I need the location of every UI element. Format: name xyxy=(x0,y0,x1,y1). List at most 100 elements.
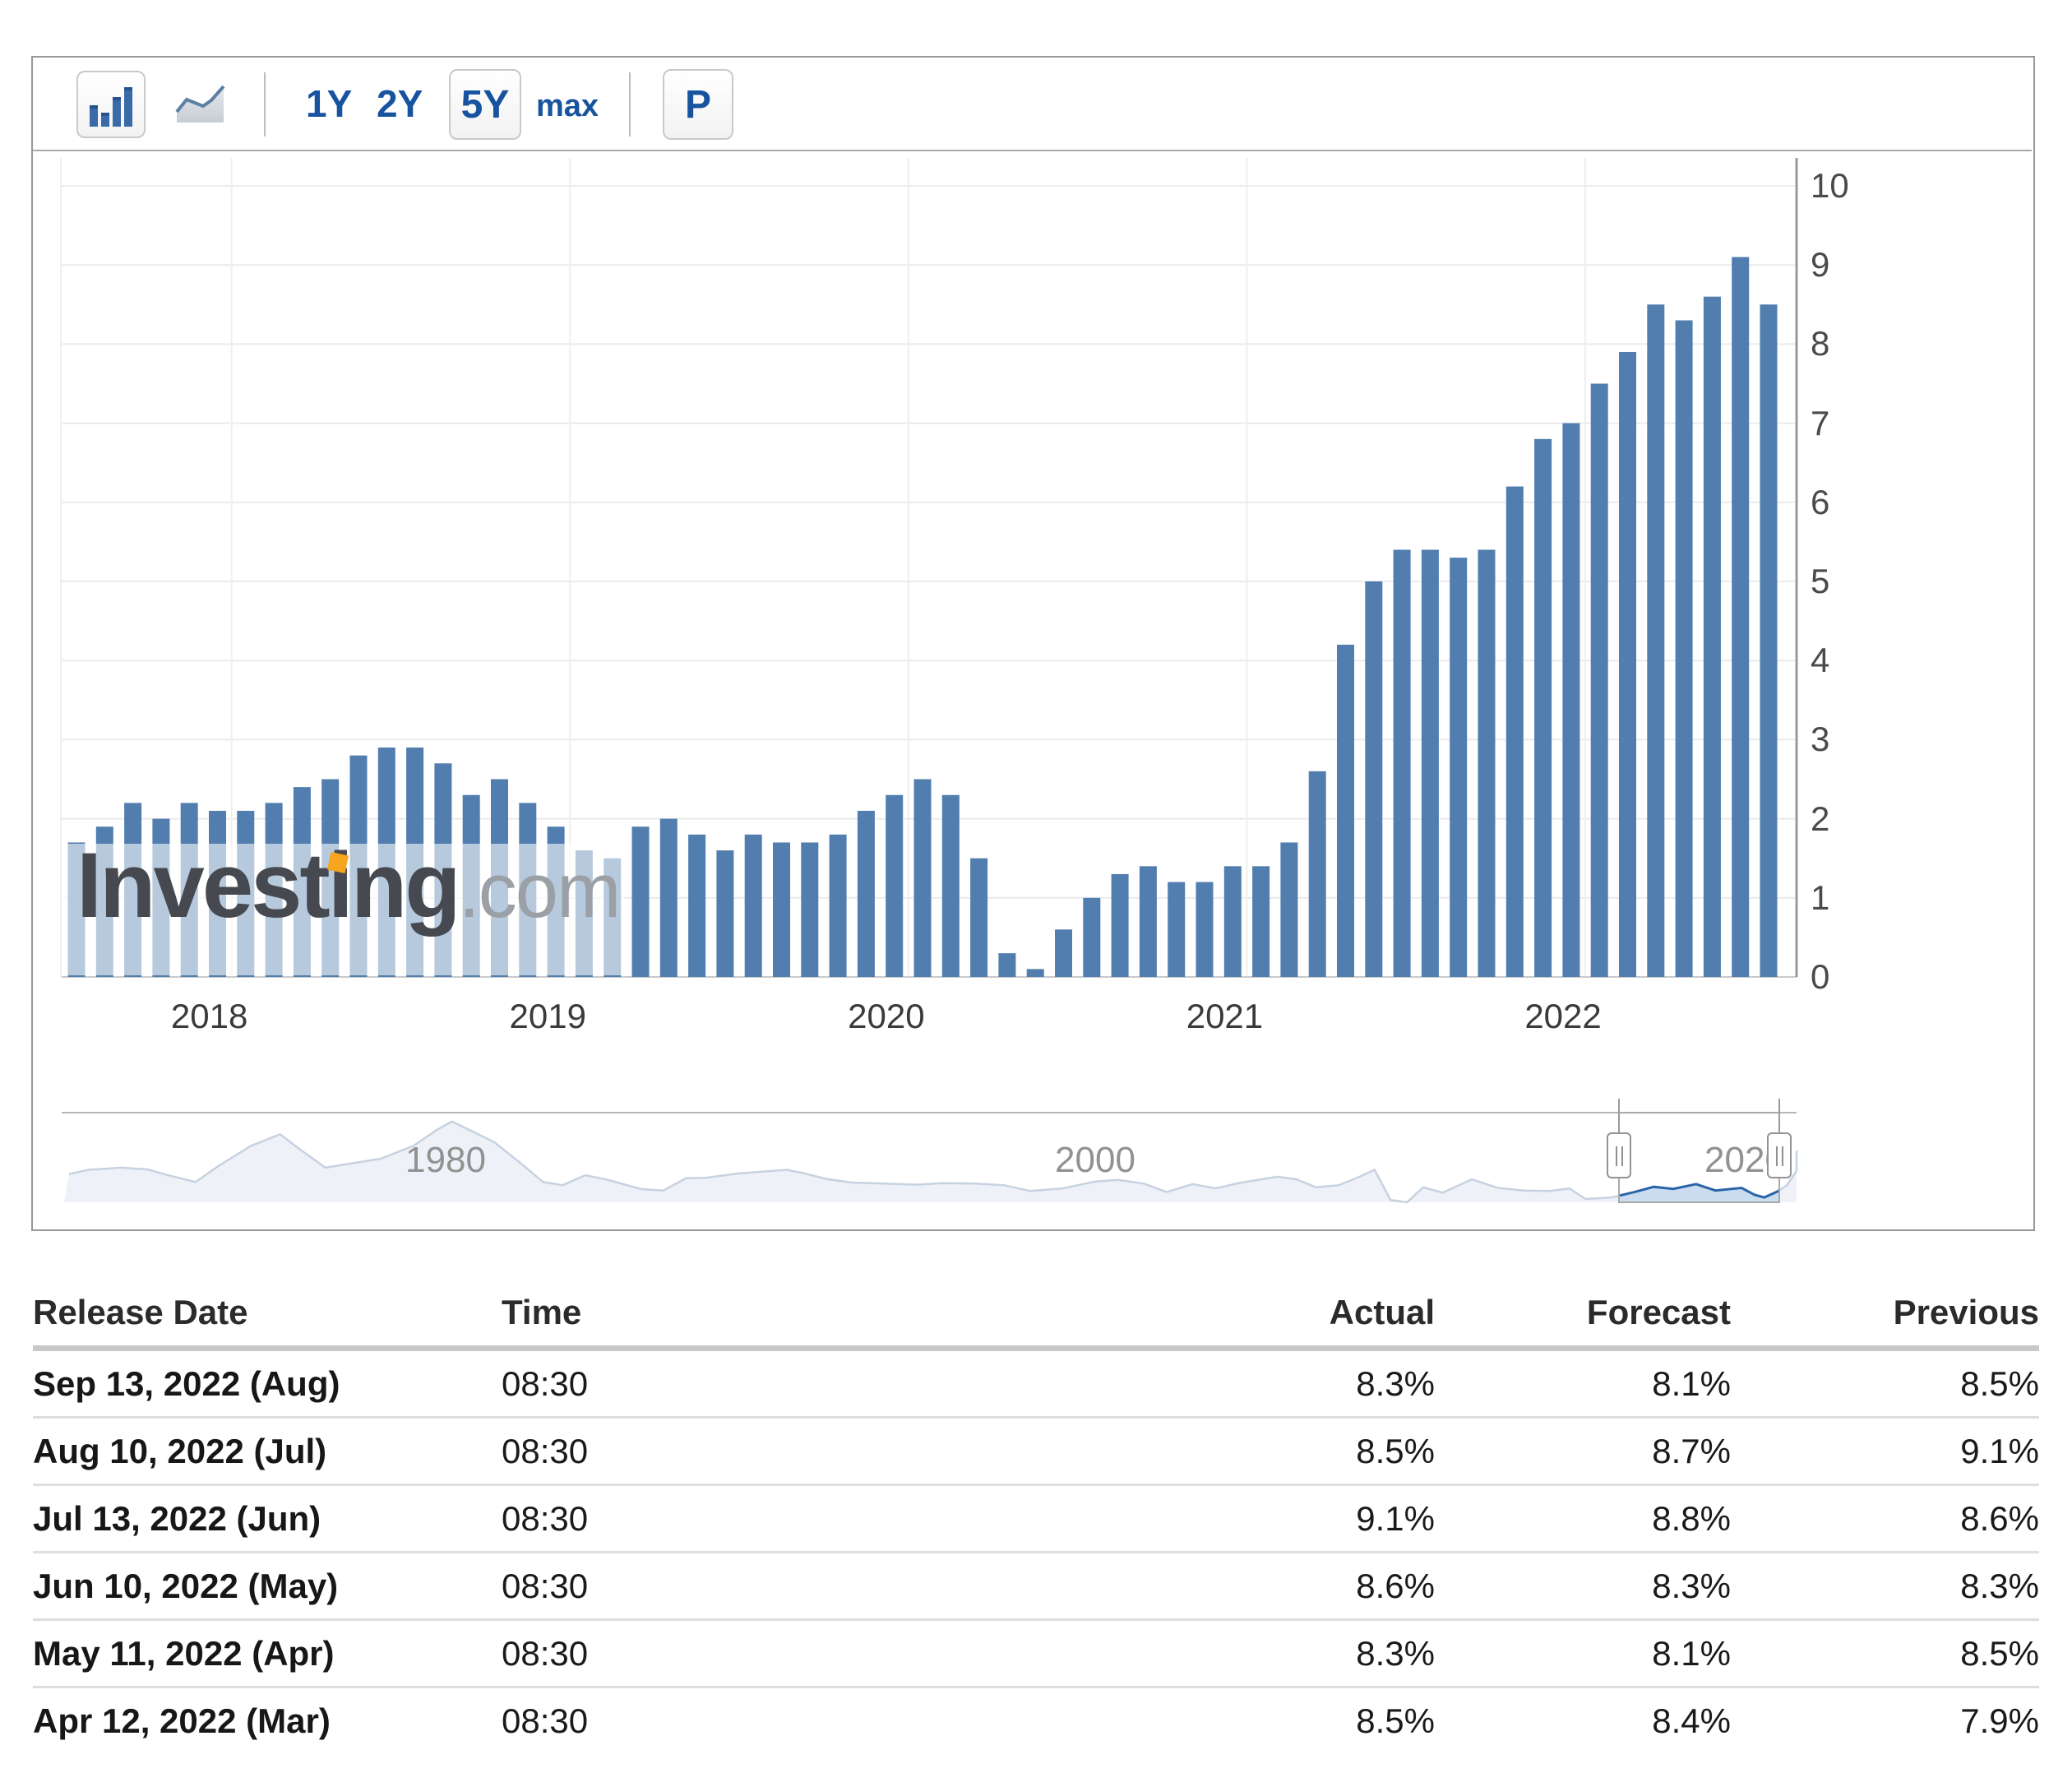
bar-Jul-2019[interactable] xyxy=(744,834,762,977)
previous-cell: 9.1% xyxy=(1731,1417,2039,1486)
area-icon-fill xyxy=(177,86,224,123)
bar-Aug-2020[interactable] xyxy=(1111,873,1129,977)
bar-Dec-2020[interactable] xyxy=(1223,866,1242,977)
table-row[interactable]: Apr 12, 2022 (Mar) 08:30 8.5% 8.4% 7.9% xyxy=(33,1687,2039,1754)
period-p-button[interactable]: P xyxy=(663,69,733,140)
x-axis-year-label: 2021 xyxy=(1186,997,1264,1035)
bar-Mar-2022[interactable] xyxy=(1647,304,1665,977)
y-axis-tick-label: 3 xyxy=(1811,720,1830,759)
bar-Jun-2019[interactable] xyxy=(716,850,734,977)
bar-Apr-2022[interactable] xyxy=(1675,320,1693,977)
time-cell: 08:30 xyxy=(502,1417,962,1486)
col-release-date: Release Date xyxy=(33,1280,502,1351)
watermark-brand: Investi ng xyxy=(76,834,461,937)
navigator-layer[interactable] xyxy=(62,1099,1798,1204)
x-axis-year-label: 2019 xyxy=(509,997,586,1035)
release-date-cell: Sep 13, 2022 (Aug) xyxy=(33,1348,502,1419)
bar-May-2022[interactable] xyxy=(1703,296,1721,977)
bar-Aug-2019[interactable] xyxy=(773,842,790,977)
actual-cell: 8.5% xyxy=(962,1417,1435,1486)
forecast-cell: 8.1% xyxy=(1435,1619,1731,1688)
bar-May-2020[interactable] xyxy=(1026,969,1044,977)
bar-Oct-2021[interactable] xyxy=(1505,486,1524,977)
bar-Nov-2021[interactable] xyxy=(1534,438,1552,977)
x-axis-year-label: 2022 xyxy=(1524,997,1602,1035)
bar-May-2019[interactable] xyxy=(688,834,706,977)
bar-Sep-2020[interactable] xyxy=(1139,866,1157,977)
range-2y-button[interactable]: 2Y xyxy=(377,82,423,125)
chart-widget-container xyxy=(31,56,2035,1231)
bar-Dec-2019[interactable] xyxy=(886,794,904,977)
bar-Feb-2022[interactable] xyxy=(1619,352,1636,977)
bar-Oct-2020[interactable] xyxy=(1168,882,1186,977)
bar-Jan-2022[interactable] xyxy=(1590,383,1608,978)
forecast-cell: 8.4% xyxy=(1652,1701,1731,1740)
bar-chart-type-button[interactable] xyxy=(76,71,146,138)
bar-Feb-2021[interactable] xyxy=(1280,842,1298,977)
bar-Nov-2020[interactable] xyxy=(1196,882,1214,977)
range-max-button[interactable]: max xyxy=(536,89,599,123)
bar-Apr-2021[interactable] xyxy=(1337,644,1354,977)
bar-Sep-2019[interactable] xyxy=(801,842,819,977)
release-date-cell: May 11, 2022 (Apr) xyxy=(33,1619,502,1688)
actual-cell: 8.5% xyxy=(1356,1701,1435,1740)
bar-Jan-2020[interactable] xyxy=(913,779,932,978)
bar-Mar-2020[interactable] xyxy=(970,858,988,977)
range-1y-button[interactable]: 1Y xyxy=(306,82,353,125)
release-date-cell: Jul 13, 2022 (Jun) xyxy=(33,1484,502,1553)
watermark-domain: .com xyxy=(458,847,622,933)
releases-table: Release Date Time Actual Forecast Previo… xyxy=(33,1280,2039,1753)
forecast-cell: 8.1% xyxy=(1435,1348,1731,1419)
table-row[interactable]: Jul 13, 2022 (Jun) 08:30 9.1% 8.8% 8.6% xyxy=(33,1484,2039,1553)
bar-Jul-2021[interactable] xyxy=(1421,549,1439,977)
navigator-left-handle[interactable] xyxy=(1607,1132,1631,1178)
bar-Jun-2021[interactable] xyxy=(1393,549,1411,977)
col-previous: Previous xyxy=(1731,1280,2039,1351)
table-row[interactable]: Aug 10, 2022 (Jul) 08:30 8.5% 8.7% 9.1% xyxy=(33,1417,2039,1486)
time-cell: 08:30 xyxy=(502,1619,962,1688)
range-5y-label: 5Y xyxy=(460,83,510,127)
bar-Nov-2019[interactable] xyxy=(857,810,875,977)
navigator-right-handle[interactable] xyxy=(1767,1132,1792,1178)
range-5y-button[interactable]: 5Y xyxy=(449,69,521,140)
x-axis-year-label: 2020 xyxy=(848,997,925,1035)
navigator-decade-label: 1980 xyxy=(405,1140,486,1180)
bar-Sep-2021[interactable] xyxy=(1478,549,1496,977)
forecast-cell: 8.8% xyxy=(1435,1484,1731,1553)
bar-Jun-2020[interactable] xyxy=(1055,929,1072,977)
bar-Jul-2022[interactable] xyxy=(1760,304,1778,977)
area-icon-line xyxy=(175,85,225,113)
toolbar-separator-2 xyxy=(629,72,631,137)
bar-Apr-2019[interactable] xyxy=(659,818,678,977)
bar-May-2021[interactable] xyxy=(1365,581,1383,977)
previous-cell: 8.5% xyxy=(1731,1348,2039,1419)
bar-Jan-2021[interactable] xyxy=(1252,866,1270,977)
bar-Jul-2020[interactable] xyxy=(1083,897,1101,977)
y-axis-tick-label: 5 xyxy=(1811,562,1830,600)
bar-chart-icon xyxy=(90,86,134,127)
table-row[interactable]: May 11, 2022 (Apr) 08:30 8.3% 8.1% 8.5% xyxy=(33,1619,2039,1688)
table-row[interactable]: Jun 10, 2022 (May) 08:30 8.6% 8.3% 8.3% xyxy=(33,1552,2039,1621)
bar-Jun-2022[interactable] xyxy=(1732,257,1750,978)
toolbar-separator-1 xyxy=(264,72,266,137)
x-axis-year-label: 2018 xyxy=(170,997,248,1035)
bar-Mar-2021[interactable] xyxy=(1308,771,1326,977)
y-axis-tick-label: 4 xyxy=(1811,641,1830,680)
release-date-cell: Aug 10, 2022 (Jul) xyxy=(33,1417,502,1486)
bar-Oct-2019[interactable] xyxy=(829,834,847,977)
watermark-logo: Investi ng.com xyxy=(76,832,622,938)
bar-Feb-2020[interactable] xyxy=(941,794,960,977)
y-axis-tick-label: 6 xyxy=(1811,482,1830,521)
bar-Apr-2020[interactable] xyxy=(998,953,1016,977)
time-cell: 08:30 xyxy=(502,1701,589,1740)
previous-cell: 7.9% xyxy=(1960,1701,2039,1740)
table-row[interactable]: Sep 13, 2022 (Aug) 08:30 8.3% 8.1% 8.5% xyxy=(33,1348,2039,1419)
area-chart-type-button[interactable] xyxy=(174,79,229,128)
bar-Mar-2019[interactable] xyxy=(631,826,650,977)
period-p-label: P xyxy=(684,83,711,127)
time-cell: 08:30 xyxy=(502,1552,962,1621)
y-axis-tick-label: 8 xyxy=(1811,324,1830,363)
bar-Aug-2021[interactable] xyxy=(1450,558,1468,977)
bar-Dec-2021[interactable] xyxy=(1562,423,1580,977)
